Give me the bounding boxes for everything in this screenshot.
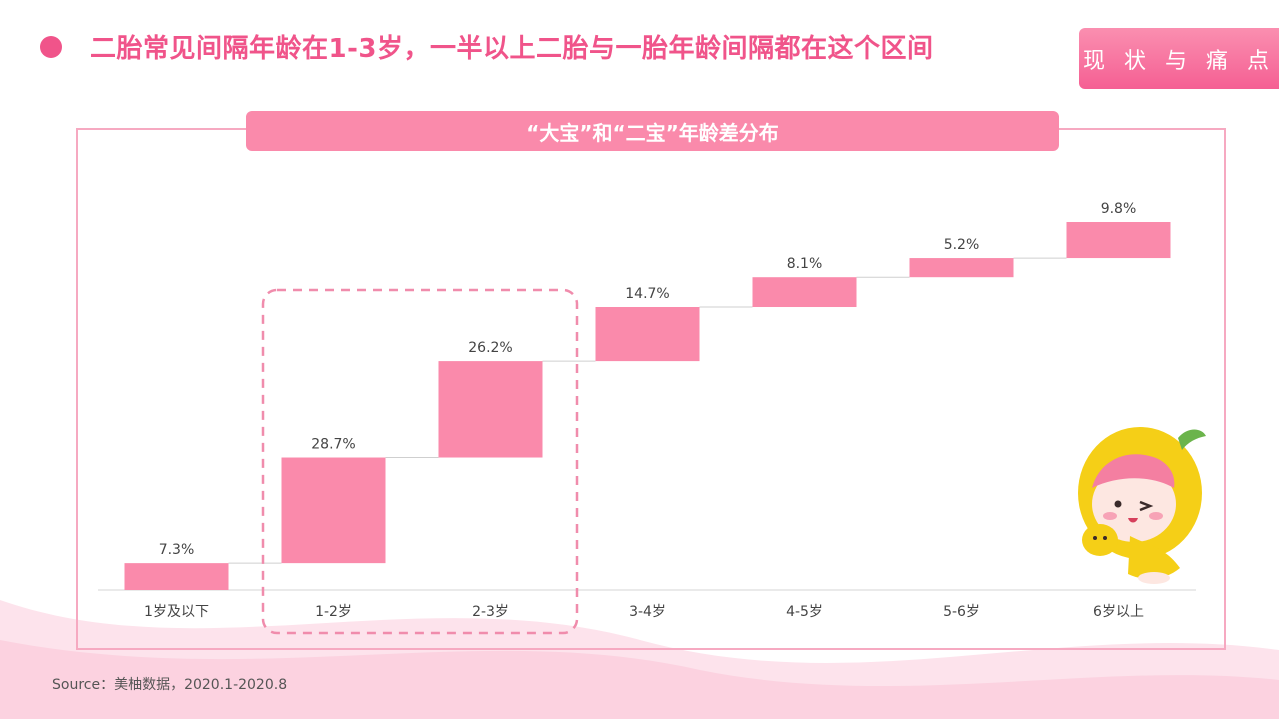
chart-title: “大宝”和“二宝”年龄差分布 bbox=[246, 111, 1059, 151]
data-label-3: 26.2% bbox=[468, 340, 512, 356]
bar-6 bbox=[909, 258, 1014, 278]
highlight-box bbox=[261, 288, 579, 635]
data-label-4: 14.7% bbox=[625, 286, 669, 302]
bar-7 bbox=[1066, 222, 1171, 259]
tick-label-2: 1-2岁 bbox=[315, 604, 352, 620]
bar-4 bbox=[595, 307, 700, 362]
tick-label-1: 1岁及以下 bbox=[144, 604, 209, 620]
section-badge: 现 状 与 痛 点 bbox=[1079, 28, 1279, 89]
tick-label-7: 6岁以上 bbox=[1093, 604, 1144, 620]
data-label-5: 8.1% bbox=[787, 256, 823, 272]
bar-5 bbox=[752, 277, 857, 308]
background-waves bbox=[0, 600, 1279, 719]
title-bullet-icon bbox=[40, 36, 62, 58]
bar-2 bbox=[281, 457, 386, 564]
data-label-1: 7.3% bbox=[159, 542, 195, 558]
page-headline: 二胎常见间隔年龄在1-3岁，一半以上二胎与一胎年龄间隔都在这个区间 bbox=[90, 34, 934, 64]
tick-label-4: 3-4岁 bbox=[629, 604, 666, 620]
tick-label-6: 5-6岁 bbox=[943, 604, 980, 620]
data-label-6: 5.2% bbox=[944, 237, 980, 253]
data-label-7: 9.8% bbox=[1101, 201, 1137, 217]
tick-label-5: 4-5岁 bbox=[786, 604, 823, 620]
bar-3 bbox=[438, 361, 543, 458]
bar-1 bbox=[124, 563, 229, 590]
data-label-2: 28.7% bbox=[311, 437, 355, 453]
tick-label-3: 2-3岁 bbox=[472, 604, 509, 620]
cartoon-mascot-icon bbox=[1078, 427, 1206, 584]
source-note: Source：美柚数据，2020.1-2020.8 bbox=[52, 677, 288, 693]
